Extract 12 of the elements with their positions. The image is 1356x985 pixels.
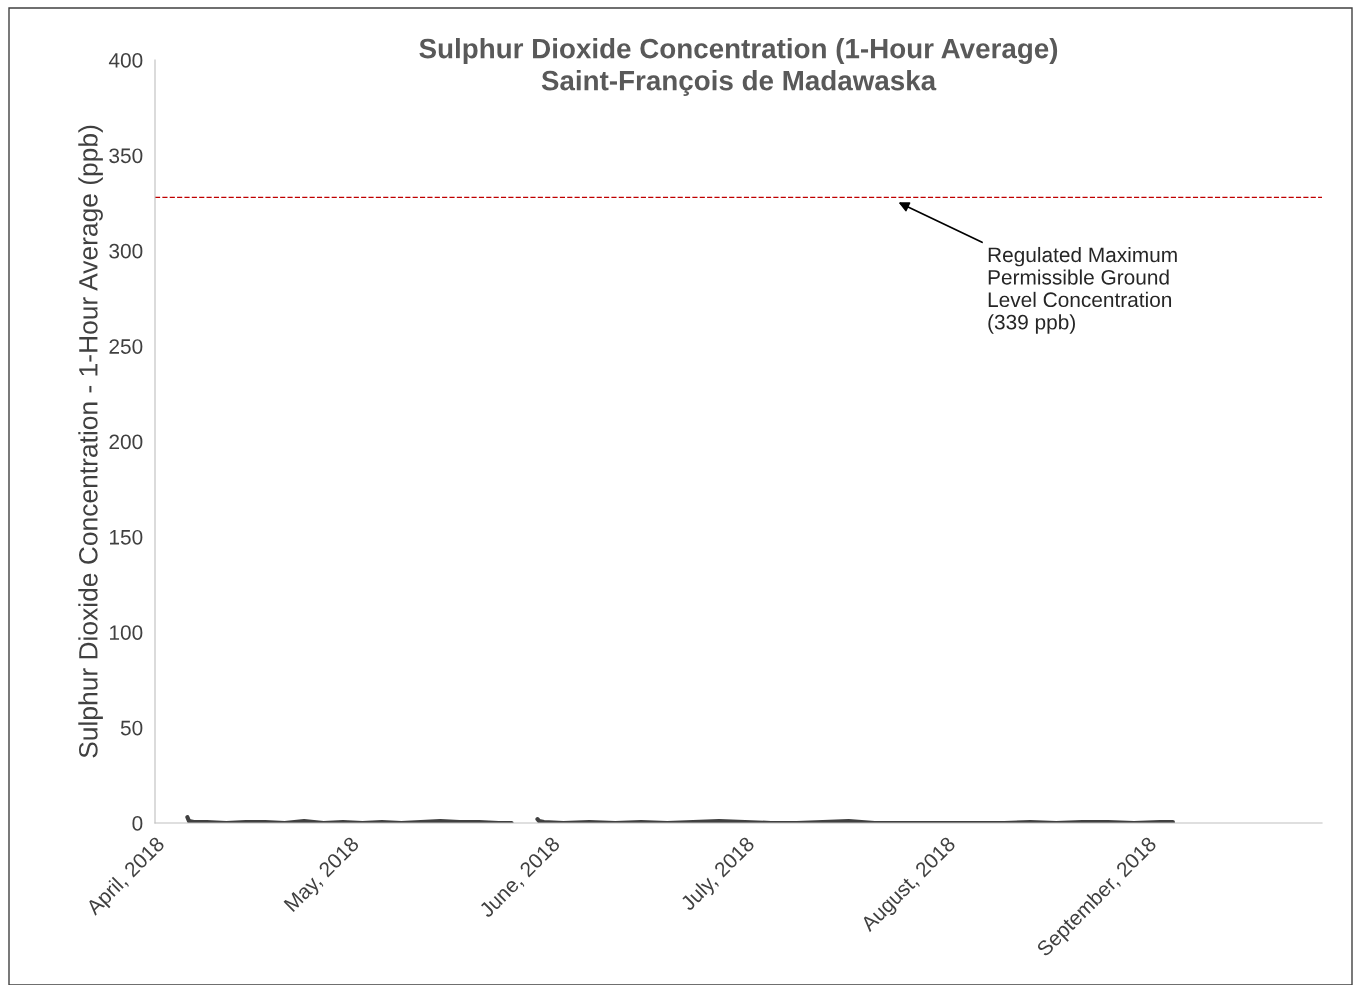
y-tick-label: 200 (109, 434, 143, 450)
y-tick-label: 250 (109, 339, 143, 354)
annotation: Regulated Maximum Permissible Ground Level Concentration (339 ppb) (988, 246, 1177, 334)
chart-title: Sulphur Dioxide Concentration (1-Hour Average) Saint-François de Madawaska (419, 38, 1058, 96)
y-tick-label: 300 (109, 243, 143, 259)
y-tick-label: 350 (109, 148, 143, 164)
y-tick-label: 50 (120, 720, 143, 736)
y-tick-label: 400 (108, 53, 143, 68)
y-axis-title: Sulphur Dioxide Concentration - 1-Hour Average (ppb) (78, 125, 103, 758)
y-tick-label: 150 (110, 529, 143, 545)
y-tick-label: 100 (110, 625, 143, 640)
y-tick-label: 0 (132, 816, 143, 831)
